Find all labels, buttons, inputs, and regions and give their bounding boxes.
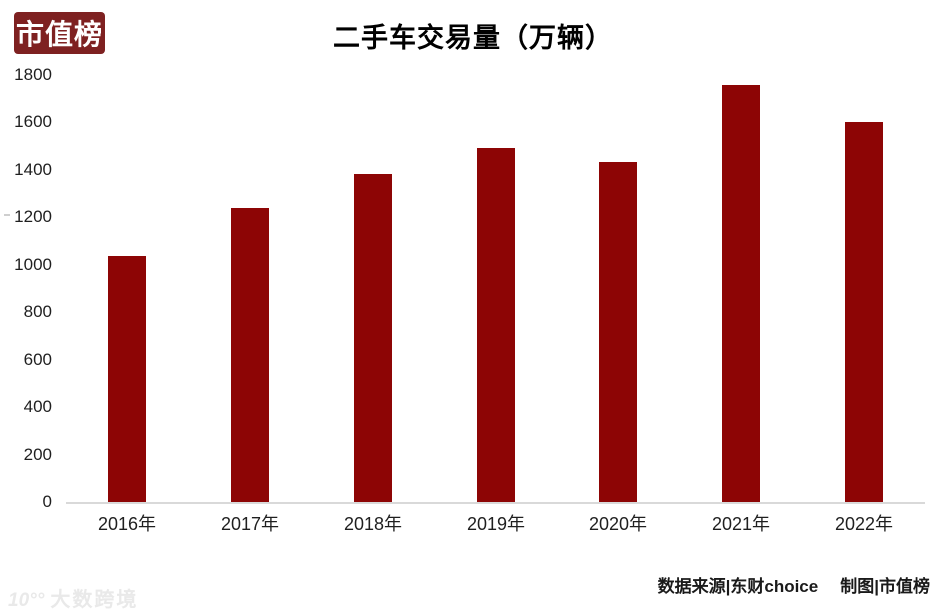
shizhibang-logo: 市值榜: [14, 12, 105, 54]
y-axis-tick-label: 200: [23, 444, 52, 464]
footer-attribution: 数据来源|东财choice 制图|市值榜: [658, 572, 930, 597]
dashukuajing-logo-icon: 10°°: [8, 590, 45, 611]
chart-credit-label: 制图|市值榜: [840, 577, 930, 596]
x-axis-tick-label: 2018年: [343, 514, 403, 534]
y-axis-tick-label: 0: [42, 492, 52, 511]
y-axis-tick-label: 400: [23, 397, 52, 417]
data-source-label: 数据来源|东财choice: [657, 577, 819, 596]
bar-2022年: [845, 122, 883, 502]
x-axis-tick-label: 2021年: [711, 514, 771, 534]
y-axis-tick-label: 1000: [14, 254, 52, 274]
bar-2019年: [477, 148, 515, 502]
watermark-text: 大数跨境: [50, 589, 139, 611]
bar-2020年: [599, 162, 637, 502]
x-axis-tick-label: 2022年: [834, 514, 894, 534]
y-axis-tick-label: 1800: [14, 65, 52, 84]
bar-2016年: [108, 256, 146, 502]
x-axis-tick-label: 2020年: [588, 514, 648, 534]
bar-2018年: [354, 174, 392, 502]
x-axis-line: [66, 502, 925, 504]
bar-2021年: [722, 85, 760, 502]
y-axis-tick-label: 600: [23, 349, 52, 369]
bar-2017年: [231, 208, 269, 502]
chart-title: 二手车交易量（万辆）: [333, 23, 613, 53]
x-axis-tick-label: 2016年: [97, 514, 157, 534]
dashukuajing-watermark: 10°° 大数跨境: [8, 583, 138, 612]
y-axis-tick-label: 1200: [14, 207, 52, 227]
x-axis-tick-label: 2017年: [220, 514, 280, 534]
left-edge-watermark-dash: [4, 214, 10, 216]
y-axis-tick-label: 800: [23, 302, 52, 322]
y-axis-tick-label: 1600: [14, 112, 52, 132]
x-axis-tick-label: 2019年: [466, 514, 526, 534]
y-axis-tick-label: 1400: [14, 159, 52, 179]
